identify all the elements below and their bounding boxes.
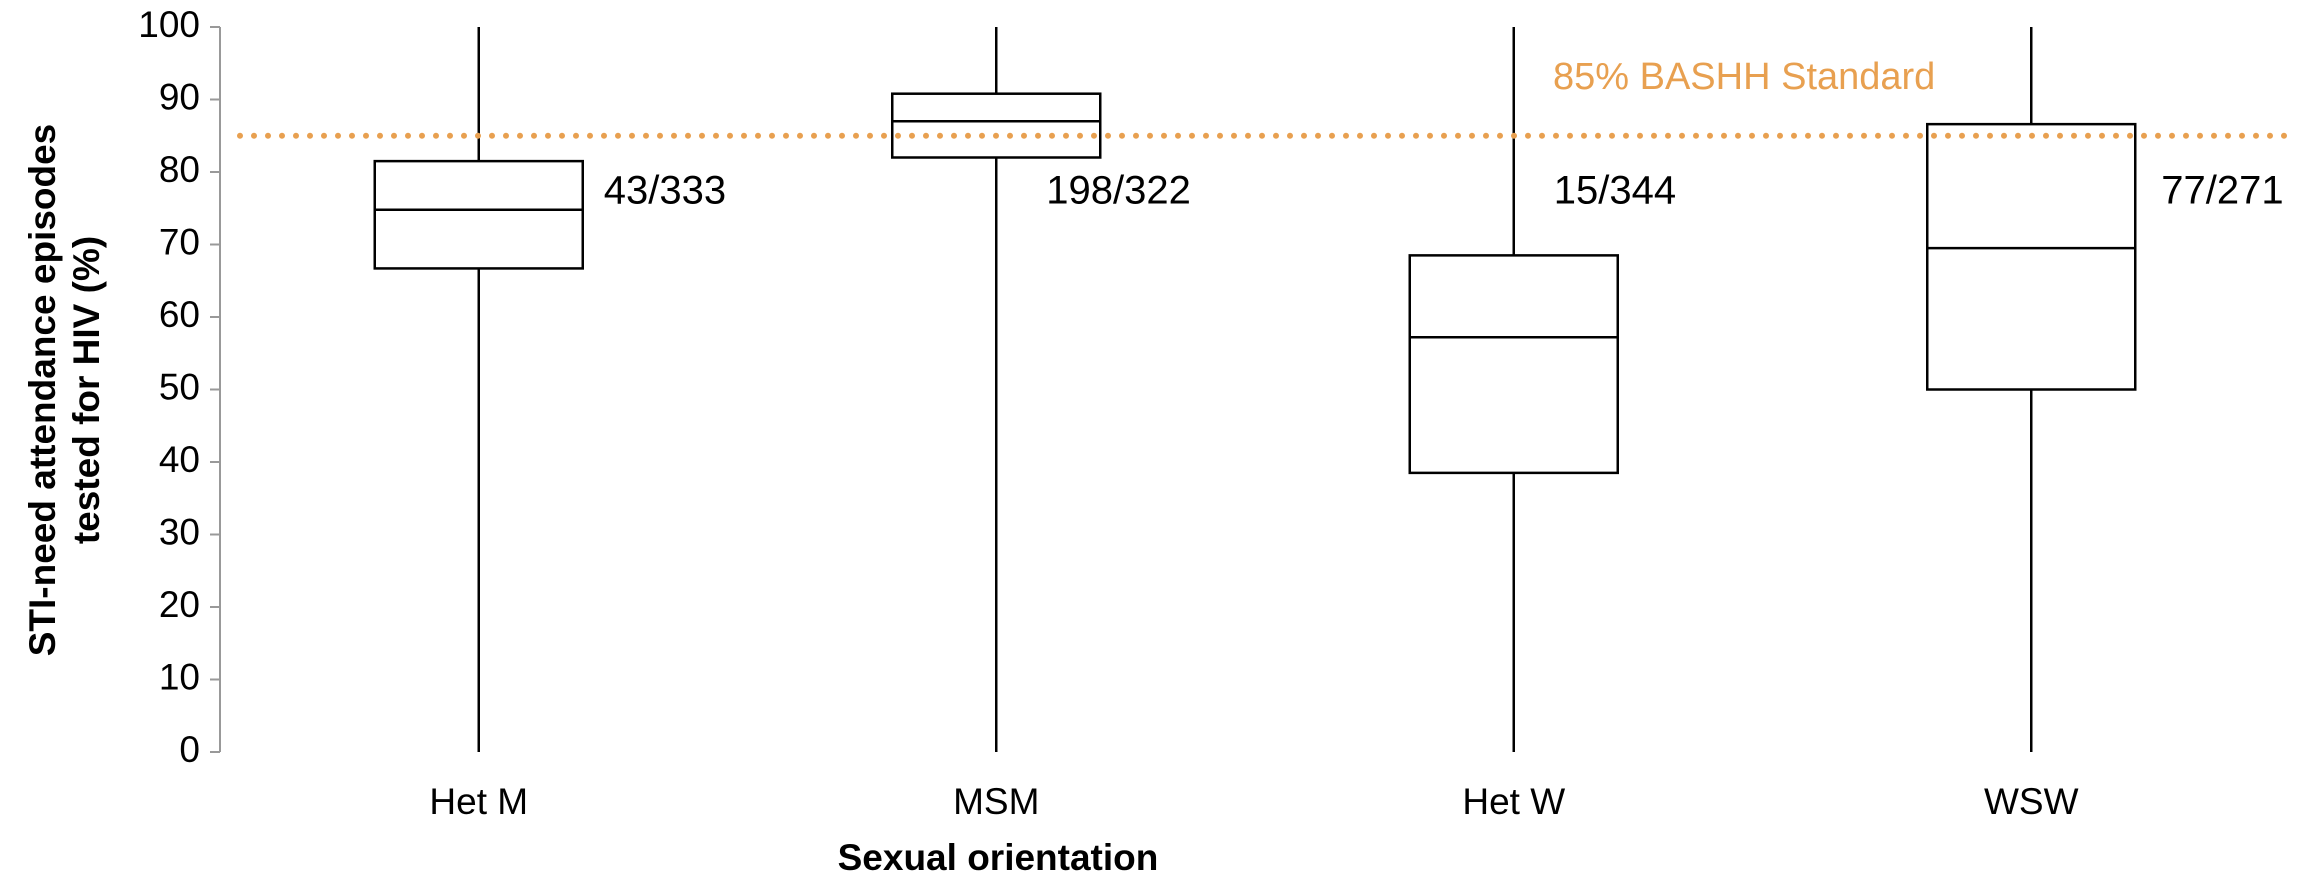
annotation: 15/344 [1554, 169, 1676, 213]
box [1408, 254, 1619, 475]
y-tick-label: 80 [159, 149, 200, 190]
annotation: 198/322 [1046, 169, 1191, 213]
box [1926, 122, 2137, 391]
y-axis-title-line: STI-need attendance episodes [22, 124, 63, 657]
y-tick-label: 60 [159, 294, 200, 335]
x-tick-label: Het W [1462, 781, 1565, 822]
annotation: 77/271 [2161, 169, 2283, 213]
y-tick-label: 0 [179, 729, 200, 770]
y-axis-title: STI-need attendance episodes tested for … [22, 124, 107, 657]
x-tick-label: MSM [953, 781, 1039, 822]
box [373, 159, 584, 270]
y-tick-label: 10 [159, 656, 200, 697]
y-axis-title-line: tested for HIV (%) [66, 236, 107, 544]
reference-label: 85% BASHH Standard [1553, 56, 1935, 98]
annotation: 43/333 [604, 169, 726, 213]
y-tick-label: 20 [159, 584, 200, 625]
y-tick-label: 90 [159, 76, 200, 117]
x-tick-label: Het M [429, 781, 528, 822]
box [891, 92, 1102, 159]
y-tick-label: 100 [138, 4, 200, 45]
y-tick-label: 70 [159, 221, 200, 262]
y-tick-label: 50 [159, 366, 200, 407]
x-tick-label: WSW [1984, 781, 2079, 822]
y-tick-label: 40 [159, 439, 200, 480]
y-tick-label: 30 [159, 511, 200, 552]
x-axis-title: Sexual orientation [838, 837, 1159, 877]
